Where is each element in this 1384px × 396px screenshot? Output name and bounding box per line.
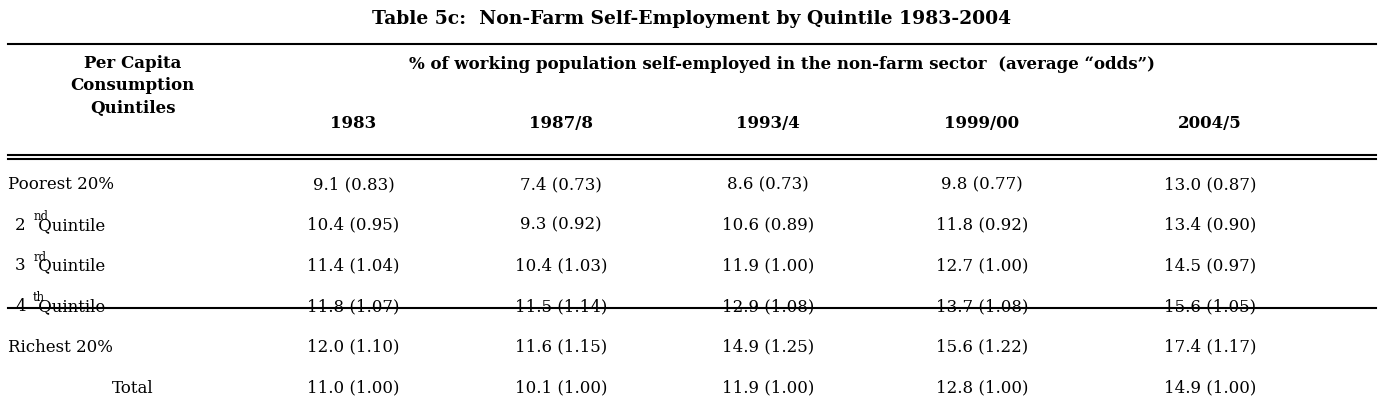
Text: 11.0 (1.00): 11.0 (1.00) [307,379,400,396]
Text: 12.0 (1.10): 12.0 (1.10) [307,339,400,356]
Text: 14.9 (1.25): 14.9 (1.25) [722,339,814,356]
Text: 11.9 (1.00): 11.9 (1.00) [722,379,814,396]
Text: 17.4 (1.17): 17.4 (1.17) [1164,339,1257,356]
Text: 11.8 (0.92): 11.8 (0.92) [936,217,1028,234]
Text: Richest 20%: Richest 20% [8,339,113,356]
Text: 1983: 1983 [331,115,376,132]
Text: 9.8 (0.77): 9.8 (0.77) [941,176,1023,193]
Text: Per Capita
Consumption
Quintiles: Per Capita Consumption Quintiles [71,55,195,116]
Text: 10.4 (0.95): 10.4 (0.95) [307,217,400,234]
Text: 11.4 (1.04): 11.4 (1.04) [307,257,400,274]
Text: 14.5 (0.97): 14.5 (0.97) [1164,257,1257,274]
Text: 12.9 (1.08): 12.9 (1.08) [722,298,814,315]
Text: 3: 3 [15,257,26,274]
Text: 13.4 (0.90): 13.4 (0.90) [1164,217,1257,234]
Text: 15.6 (1.05): 15.6 (1.05) [1164,298,1257,315]
Text: 1987/8: 1987/8 [529,115,592,132]
Text: Poorest 20%: Poorest 20% [8,176,115,193]
Text: % of working population self-employed in the non-farm sector  (average “odds”): % of working population self-employed in… [408,55,1154,72]
Text: 2: 2 [15,217,26,234]
Text: 10.1 (1.00): 10.1 (1.00) [515,379,608,396]
Text: 15.6 (1.22): 15.6 (1.22) [936,339,1028,356]
Text: nd: nd [33,210,48,223]
Text: 12.7 (1.00): 12.7 (1.00) [936,257,1028,274]
Text: 1993/4: 1993/4 [736,115,800,132]
Text: 14.9 (1.00): 14.9 (1.00) [1164,379,1257,396]
Text: th: th [33,291,46,305]
Text: 2004/5: 2004/5 [1178,115,1241,132]
Text: 10.4 (1.03): 10.4 (1.03) [515,257,608,274]
Text: 9.3 (0.92): 9.3 (0.92) [520,217,602,234]
Text: Quintile: Quintile [33,298,105,315]
Text: 11.8 (1.07): 11.8 (1.07) [307,298,400,315]
Text: 12.8 (1.00): 12.8 (1.00) [936,379,1028,396]
Text: 11.6 (1.15): 11.6 (1.15) [515,339,608,356]
Text: rd: rd [33,251,46,264]
Text: 9.1 (0.83): 9.1 (0.83) [313,176,394,193]
Text: 11.5 (1.14): 11.5 (1.14) [515,298,608,315]
Text: Table 5c:  Non-Farm Self-Employment by Quintile 1983-2004: Table 5c: Non-Farm Self-Employment by Qu… [372,10,1012,28]
Text: Quintile: Quintile [33,257,105,274]
Text: Quintile: Quintile [33,217,105,234]
Text: 10.6 (0.89): 10.6 (0.89) [722,217,814,234]
Text: Total: Total [112,379,154,396]
Text: 1999/00: 1999/00 [944,115,1020,132]
Text: 8.6 (0.73): 8.6 (0.73) [727,176,808,193]
Text: 7.4 (0.73): 7.4 (0.73) [520,176,602,193]
Text: 11.9 (1.00): 11.9 (1.00) [722,257,814,274]
Text: 4: 4 [15,298,26,315]
Text: 13.7 (1.08): 13.7 (1.08) [936,298,1028,315]
Text: 13.0 (0.87): 13.0 (0.87) [1164,176,1257,193]
